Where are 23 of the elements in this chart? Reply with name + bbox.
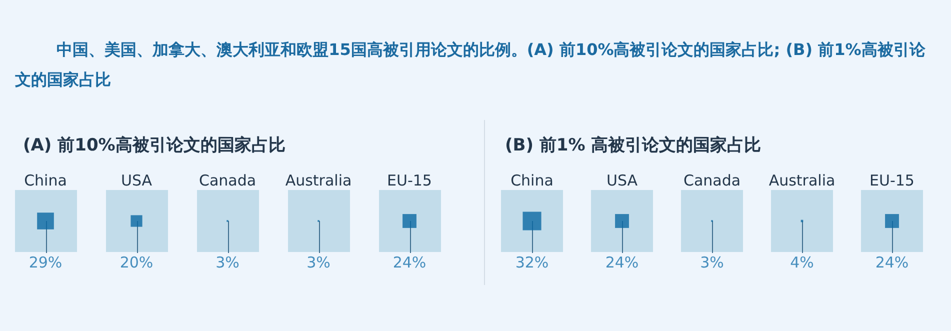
text: (B) 前1% 高被引论文的国家占比 <box>505 136 762 156</box>
data-label: 3% <box>700 254 724 272</box>
category-label: USA <box>606 172 638 190</box>
data-label: 29% <box>28 254 62 272</box>
data-label: 20% <box>120 254 154 272</box>
data-label: 24% <box>392 254 426 272</box>
text: 中国、美国、加拿大、澳大利亚和欧盟15国高被引用论文的比例。(A) 前10%高被引论文的国家占比; (B) 前1%高被引论文的国家占比 <box>15 39 926 91</box>
category-label: China <box>24 172 67 190</box>
category-label: China <box>510 172 554 190</box>
category-label: EU-15 <box>870 172 914 190</box>
category-label: Australia <box>768 172 836 190</box>
data-label: 4% <box>790 254 814 272</box>
category-label: Canada <box>198 172 256 190</box>
category-label: Canada <box>683 172 741 190</box>
text: (A) 前10%高被引论文的国家占比 <box>23 136 286 156</box>
data-label: 3% <box>216 254 240 272</box>
data-label: 3% <box>306 254 330 272</box>
data-label: 24% <box>875 254 909 272</box>
data-label: 24% <box>605 254 639 272</box>
category-label: USA <box>120 172 153 190</box>
data-label: 32% <box>515 254 549 272</box>
category-label: EU-15 <box>387 172 432 190</box>
category-label: Australia <box>285 172 352 190</box>
